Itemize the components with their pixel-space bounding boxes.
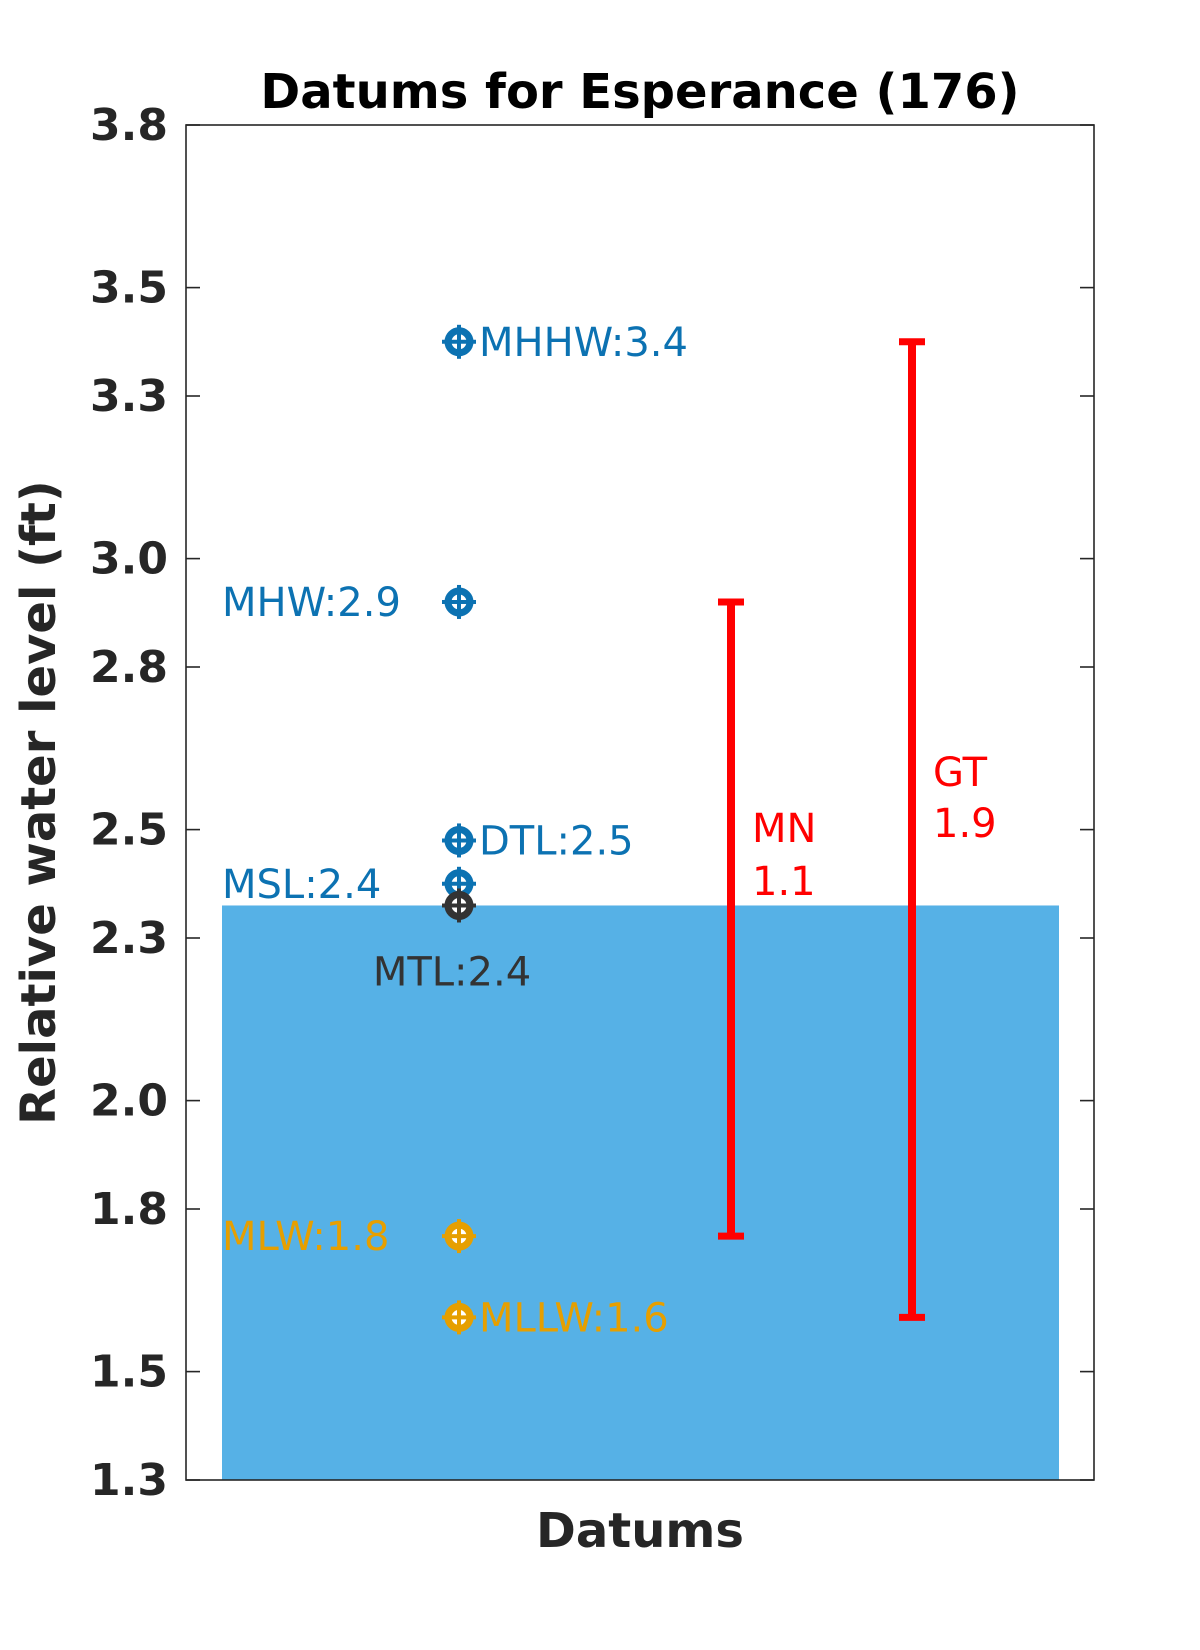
datum-label-mllw: MLLW:1.6 bbox=[479, 1295, 669, 1341]
datum-label-mhhw: MHHW:3.4 bbox=[479, 320, 688, 366]
y-tick-label: 1.5 bbox=[90, 1347, 168, 1398]
datum-points: MHHW:3.4 MHW:2.9 DTL:2.5 MSL:2.4 MTL:2.4 MLW:… bbox=[222, 320, 688, 1342]
y-tick-label: 3.8 bbox=[90, 100, 168, 151]
y-tick-label: 3.5 bbox=[90, 263, 168, 314]
y-tick-label: 3.3 bbox=[90, 371, 168, 422]
tidal-ranges: MN 1.1 GT 1.9 bbox=[718, 338, 997, 1321]
water-level-bar bbox=[222, 905, 1059, 1480]
y-tick-label: 1.8 bbox=[90, 1184, 168, 1235]
datum-label-msl: MSL:2.4 bbox=[222, 862, 381, 908]
chart-title: Datums for Esperance (176) bbox=[260, 64, 1019, 120]
datum-label-mhw: MHW:2.9 bbox=[222, 580, 401, 626]
y-tick-label: 3.0 bbox=[90, 534, 168, 585]
datum-label-dtl: DTL:2.5 bbox=[479, 818, 634, 864]
range-value-gt: 1.9 bbox=[933, 801, 997, 847]
y-tick-label: 1.3 bbox=[90, 1455, 168, 1506]
y-tick-label: 2.8 bbox=[90, 642, 168, 693]
y-tick-label: 2.3 bbox=[90, 913, 168, 964]
plot-frame bbox=[185, 124, 1095, 1481]
x-axis-label: Datums bbox=[536, 1503, 744, 1559]
range-label-mn: MN bbox=[752, 806, 816, 852]
y-axis-label: Relative water level (ft) bbox=[11, 480, 67, 1125]
datum-label-mtl: MTL:2.4 bbox=[373, 949, 531, 995]
y-axis-ticks: 1.3 1.5 1.8 2.0 2.3 2.5 2.8 3.0 3.3 3.5 3.8 bbox=[90, 100, 1094, 1506]
datum-label-mlw: MLW:1.8 bbox=[222, 1214, 389, 1260]
range-value-mn: 1.1 bbox=[752, 859, 816, 905]
y-tick-label: 2.5 bbox=[90, 805, 168, 856]
y-tick-label: 2.0 bbox=[90, 1076, 168, 1127]
range-label-gt: GT bbox=[933, 750, 988, 796]
